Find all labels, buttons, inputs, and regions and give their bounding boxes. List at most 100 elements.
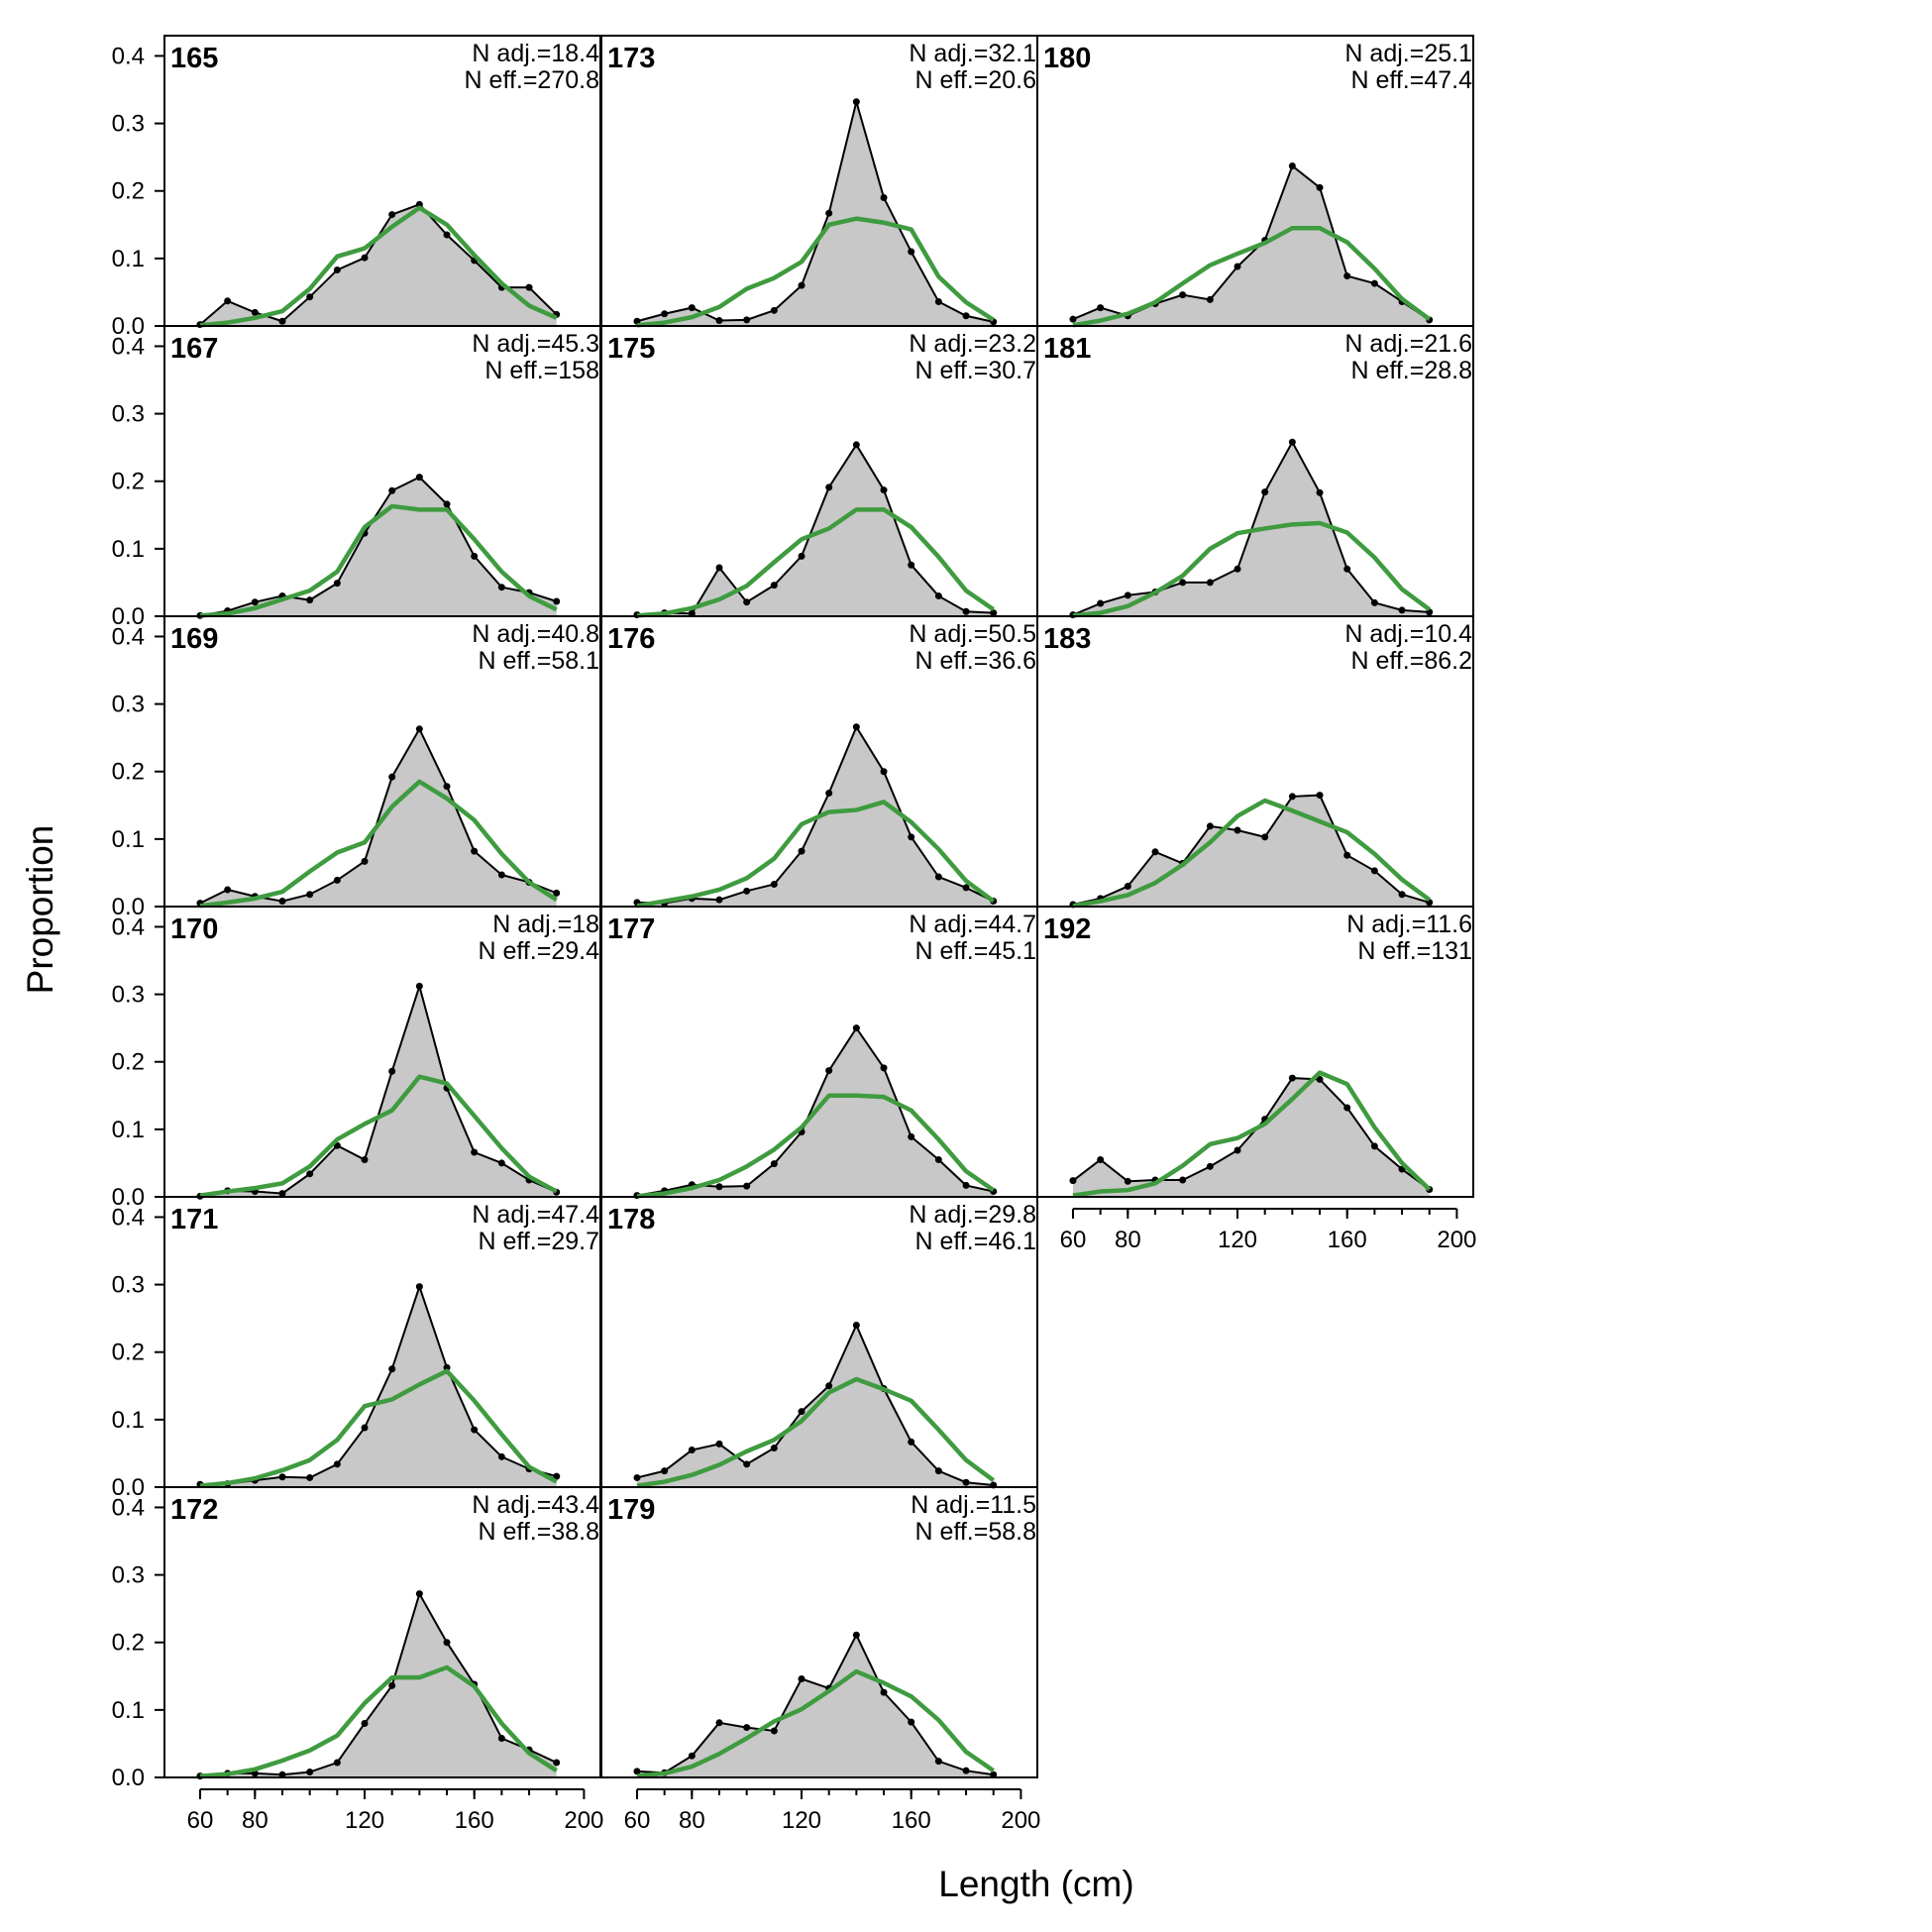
observed-line: [199, 1283, 557, 1486]
panel-183: 183 N adj.=10.4N eff.=86.2: [1036, 615, 1474, 909]
n-eff-label: N eff.=47.4: [1350, 66, 1472, 94]
n-eff-label: N eff.=158: [484, 357, 599, 384]
y-tick-label: 0.1: [112, 246, 145, 272]
observed-point-150: [443, 783, 451, 791]
n-adj-label: N adj.=40.8: [472, 620, 599, 648]
observed-point-110: [333, 580, 341, 588]
panel-170: 170 N adj.=18N eff.=29.4: [163, 906, 601, 1200]
observed-point-100: [306, 891, 314, 899]
observed-point-170: [497, 584, 505, 591]
y-tick-label: 0.2: [112, 469, 145, 495]
panel-192: 192 N adj.=11.6N eff.=131: [1036, 906, 1474, 1198]
observed-point-90: [278, 898, 286, 906]
n-adj-label: N adj.=18.4: [472, 40, 599, 67]
panel-181: 181 N adj.=21.6N eff.=28.8: [1036, 325, 1474, 619]
x-tick-label: 60: [187, 1807, 214, 1834]
n-eff-label: N eff.=58.1: [478, 647, 599, 675]
expected-line: [199, 1074, 558, 1198]
y-tick-label: 0.2: [112, 1049, 145, 1076]
observed-point-130: [388, 1365, 396, 1373]
panel-id-label: 167: [170, 333, 218, 365]
observed-point-190: [553, 889, 561, 897]
observed-point-130: [825, 209, 833, 217]
observed-point-180: [962, 884, 970, 892]
observed-point-140: [852, 1024, 860, 1032]
panel-id-label: 178: [607, 1204, 655, 1235]
observed-point-160: [1343, 1104, 1351, 1112]
n-eff-label: N eff.=38.8: [478, 1518, 599, 1546]
observed-point-130: [825, 483, 833, 491]
x-tick-label: 60: [1060, 1227, 1087, 1253]
observed-point-140: [852, 98, 860, 106]
observed-point-140: [415, 1283, 423, 1291]
n-adj-label: N adj.=43.4: [472, 1491, 599, 1519]
observed-point-160: [908, 248, 915, 256]
observed-area: [636, 444, 994, 616]
observed-point-100: [306, 1769, 314, 1776]
observed-point-150: [1316, 792, 1324, 800]
observed-point-100: [1179, 579, 1187, 587]
panel-165: 165 N adj.=18.4N eff.=270.8: [163, 35, 601, 329]
observed-point-70: [224, 886, 232, 894]
y-axis-row-1: 0.0 0.1 0.2 0.3 0.4: [112, 43, 165, 340]
x-tick-label: 120: [345, 1807, 384, 1834]
observed-point-160: [471, 847, 479, 855]
panel-id-label: 177: [607, 913, 655, 945]
y-tick-label: 0.0: [112, 1184, 145, 1211]
observed-point-60: [1069, 315, 1077, 323]
observed-point-60: [633, 1768, 641, 1775]
expected-line: [636, 1668, 996, 1778]
n-adj-label: N adj.=10.4: [1344, 620, 1472, 648]
n-adj-label: N adj.=18: [492, 911, 599, 938]
observed-point-170: [1370, 867, 1378, 875]
observed-area: [1072, 442, 1430, 616]
x-tick-label: 60: [624, 1807, 651, 1834]
observed-point-170: [934, 873, 942, 881]
y-tick-label: 0.3: [112, 1272, 145, 1299]
observed-point-150: [443, 500, 451, 508]
observed-point-160: [471, 1148, 479, 1156]
observed-point-160: [471, 552, 479, 560]
panel-id-label: 165: [170, 43, 218, 74]
n-eff-label: N eff.=36.6: [914, 647, 1036, 675]
observed-point-160: [908, 1132, 915, 1140]
y-tick-label: 0.0: [112, 603, 145, 630]
observed-point-180: [962, 607, 970, 615]
observed-point-110: [1206, 579, 1214, 587]
observed-point-130: [825, 790, 833, 798]
y-tick-label: 0.1: [112, 536, 145, 563]
expected-line: [1072, 520, 1432, 618]
n-eff-label: N eff.=131: [1357, 937, 1472, 965]
x-tick-label: 200: [1001, 1807, 1040, 1834]
observed-point-110: [1206, 822, 1214, 830]
observed-point-180: [1398, 891, 1406, 899]
observed-point-120: [1234, 826, 1241, 834]
observed-point-130: [388, 773, 396, 781]
observed-point-110: [333, 266, 341, 273]
observed-point-100: [743, 1724, 751, 1732]
observed-point-130: [388, 486, 396, 494]
panel-171: 171 N adj.=47.4N eff.=29.7: [163, 1196, 601, 1488]
observed-point-110: [770, 881, 778, 889]
panel-176: 176 N adj.=50.5N eff.=36.6: [600, 615, 1038, 909]
observed-point-70: [1097, 1156, 1105, 1164]
observed-point-170: [934, 1467, 942, 1475]
observed-point-180: [962, 1181, 970, 1189]
y-tick-label: 0.4: [112, 1494, 145, 1521]
y-tick-label: 0.4: [112, 333, 145, 360]
panel-177: 177 N adj.=44.7N eff.=45.1: [600, 906, 1038, 1200]
observed-point-130: [825, 1382, 833, 1390]
panels-group: 165 N adj.=18.4N eff.=270.8 167 N adj.=45.3…: [163, 35, 1474, 1780]
observed-point-190: [553, 1472, 561, 1480]
observed-area: [1072, 1078, 1430, 1197]
observed-point-120: [1234, 263, 1241, 270]
n-adj-label: N adj.=47.4: [472, 1201, 599, 1229]
observed-point-150: [443, 231, 451, 239]
observed-point-60: [1069, 1177, 1077, 1185]
observed-point-90: [715, 896, 723, 904]
y-tick-label: 0.2: [112, 1630, 145, 1657]
observed-point-150: [1316, 1075, 1324, 1083]
observed-point-160: [1343, 272, 1351, 280]
observed-point-110: [333, 1460, 341, 1468]
observed-area: [636, 1635, 994, 1777]
